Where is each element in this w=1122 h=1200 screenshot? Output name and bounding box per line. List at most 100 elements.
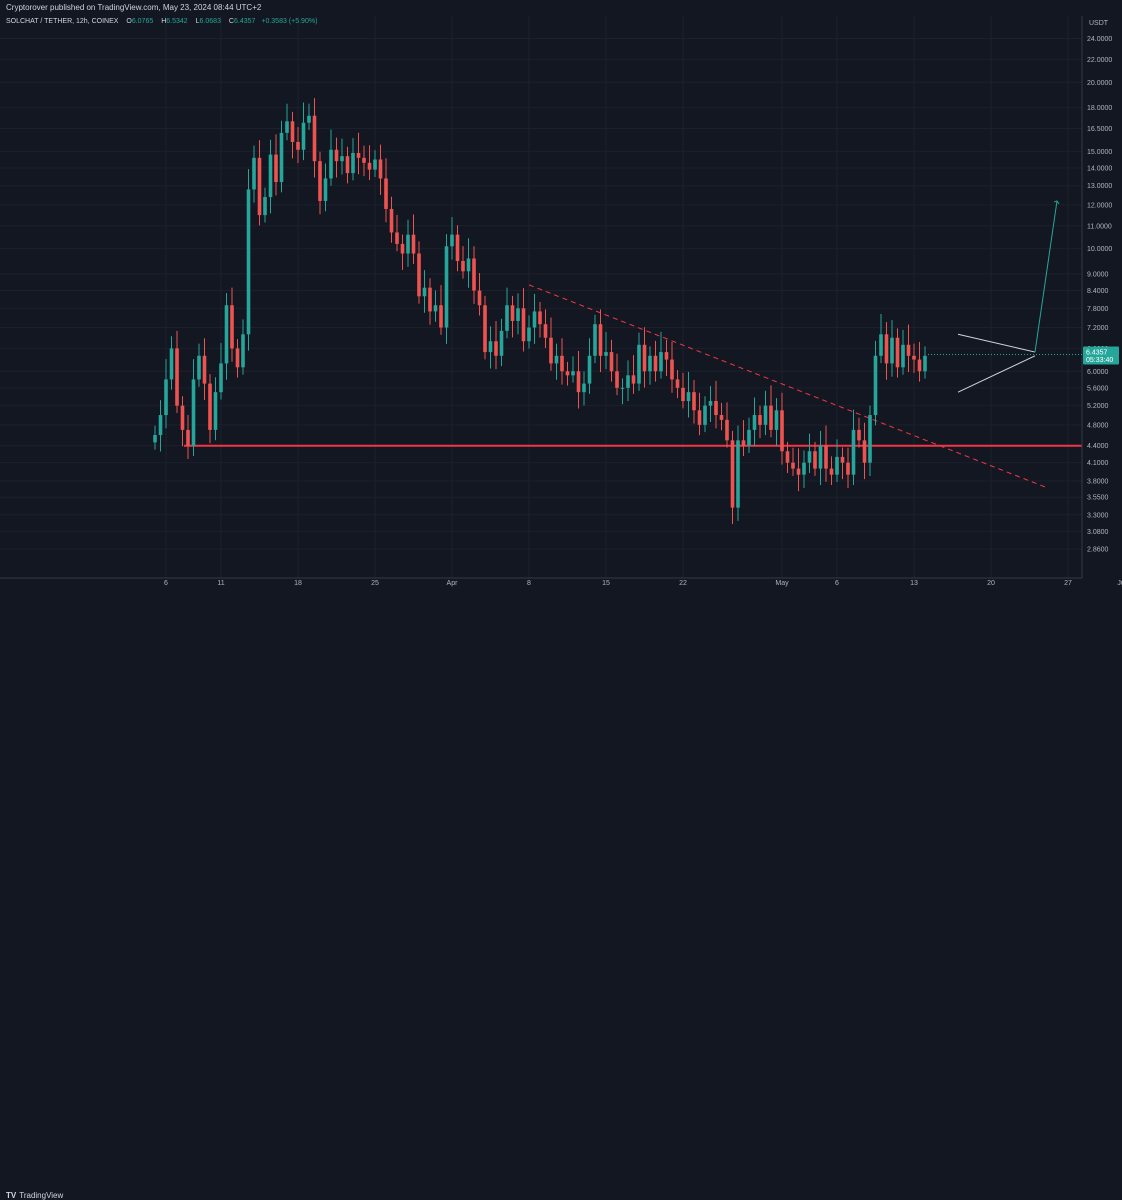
last-price-value: 6.4357	[1086, 349, 1108, 356]
high-value: 6.5342	[166, 18, 188, 25]
candle	[752, 397, 757, 447]
candle	[637, 332, 641, 391]
candle	[802, 450, 806, 489]
candle	[631, 355, 636, 394]
candle	[747, 417, 751, 454]
time-tick-label: 8	[527, 580, 531, 587]
price-chart[interactable]: 24.0000 22.0000 20.0000 18.0000 16.5000 15.00…	[0, 0, 1122, 610]
candle	[840, 447, 845, 480]
candle	[796, 448, 801, 492]
candle	[598, 309, 603, 373]
candle	[692, 380, 696, 424]
candle	[516, 293, 520, 335]
candle	[186, 415, 190, 460]
candle	[510, 295, 515, 338]
candle	[373, 150, 377, 177]
candle	[906, 324, 911, 373]
candle	[252, 145, 256, 203]
candle	[307, 103, 311, 131]
candle	[323, 163, 328, 212]
price-tick-label: 4.8000	[1087, 422, 1109, 429]
candle	[791, 447, 795, 476]
top-bar: Cryptorover published on TradingView.com…	[0, 0, 1122, 16]
time-tick-label: 22	[679, 580, 687, 587]
price-tick-label: 20.0000	[1087, 80, 1112, 87]
time-tick-label: 13	[910, 580, 918, 587]
time-tick-label: May	[775, 580, 789, 587]
price-tick-label: 3.8000	[1087, 478, 1109, 485]
open-label: O	[126, 18, 132, 25]
candle	[494, 321, 498, 370]
close-value: 6.4357	[233, 18, 256, 25]
price-axis[interactable]: 24.0000 22.0000 20.0000 18.0000 16.5000 15.00…	[1087, 36, 1112, 554]
candle	[219, 343, 223, 400]
candle	[879, 314, 883, 364]
candle	[763, 390, 768, 436]
price-tick-label: 6.0000	[1087, 369, 1109, 376]
candle	[257, 140, 262, 226]
tradingview-logo[interactable]: TV TradingView	[6, 1191, 63, 1200]
candle	[846, 447, 850, 489]
price-tick-label: 8.4000	[1087, 288, 1109, 295]
candle	[697, 392, 702, 436]
triangle-upper-line[interactable]	[957, 333, 1036, 353]
candle	[329, 129, 333, 186]
projection-arrow[interactable]	[1034, 200, 1058, 353]
candle	[708, 386, 713, 423]
candle	[180, 396, 185, 447]
candle	[202, 338, 207, 400]
candle	[923, 346, 927, 379]
candle	[901, 329, 905, 375]
candle	[279, 120, 284, 193]
time-tick-label: 25	[371, 580, 379, 587]
candle	[351, 138, 355, 181]
candle	[389, 196, 394, 243]
candle	[246, 169, 251, 351]
time-tick-label: 6	[164, 580, 168, 587]
candle	[164, 359, 168, 429]
candle	[912, 343, 916, 373]
price-tick-label: 2.8600	[1087, 547, 1109, 554]
candles	[153, 98, 927, 525]
candle	[565, 361, 570, 386]
triangle-lower-line[interactable]	[957, 355, 1036, 393]
candle	[444, 234, 449, 344]
candle	[213, 377, 218, 441]
candle	[433, 290, 438, 322]
candle	[659, 331, 663, 379]
price-tick-label: 5.6000	[1087, 385, 1109, 392]
candle	[703, 396, 707, 433]
candle	[290, 111, 295, 159]
candle	[862, 422, 867, 480]
candle	[532, 293, 537, 344]
bar-countdown: 05:33:40	[1086, 357, 1113, 364]
symbol-name[interactable]: SOLCHAT / TETHER, 12h, COINEX	[6, 18, 119, 25]
candle	[670, 341, 674, 393]
candle	[560, 338, 564, 385]
candle	[285, 103, 289, 141]
time-axis[interactable]: 6111825Apr81522May6132027Jun10	[164, 580, 1122, 587]
candle	[884, 322, 889, 380]
candle	[917, 341, 922, 382]
price-tick-label: 3.3000	[1087, 512, 1109, 519]
candle	[582, 371, 586, 406]
tradingview-logo-text: TradingView	[19, 1191, 64, 1200]
candle	[648, 346, 652, 385]
price-tick-label: 12.0000	[1087, 202, 1112, 209]
price-tick-label: 5.2000	[1087, 403, 1109, 410]
candle	[472, 246, 476, 304]
price-tick-label: 10.0000	[1087, 246, 1112, 253]
footer: TV TradingView	[0, 594, 1122, 1200]
descending-trendline[interactable]	[528, 284, 1047, 488]
candle	[395, 214, 399, 252]
candle	[241, 319, 245, 375]
price-tick-label: 24.0000	[1087, 36, 1112, 43]
candle	[400, 234, 405, 270]
candle	[362, 145, 366, 177]
candle	[873, 340, 878, 426]
price-tick-label: 15.0000	[1087, 149, 1112, 156]
candle	[593, 314, 597, 364]
published-info: Cryptorover published on TradingView.com…	[6, 3, 262, 12]
candle	[857, 417, 861, 448]
candle	[851, 409, 856, 485]
